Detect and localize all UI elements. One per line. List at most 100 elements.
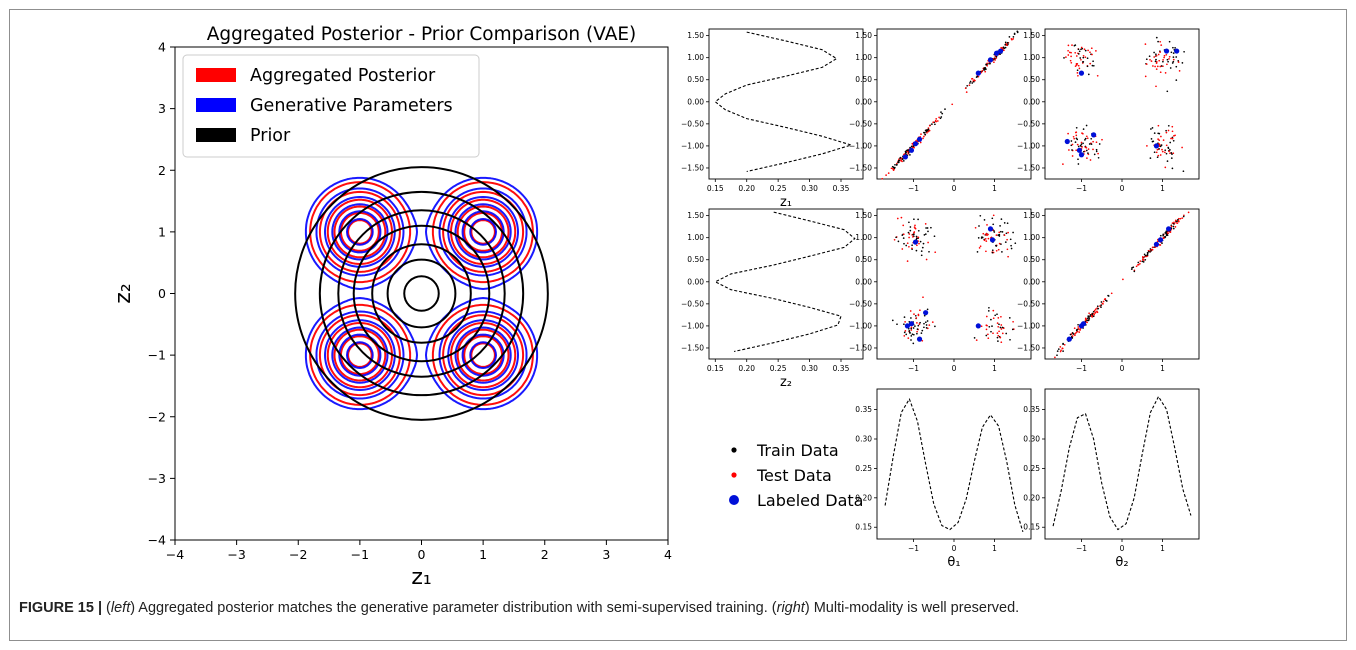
data-point [1104, 299, 1107, 302]
data-point [1062, 163, 1064, 165]
data-point [1070, 140, 1073, 142]
prior-contour-6 [294, 166, 549, 421]
posterior-contour-4 [339, 211, 504, 376]
labeled-point [912, 239, 919, 245]
data-point [919, 309, 921, 312]
data-point [1068, 149, 1070, 151]
y-tick-label: 1.00 [687, 53, 704, 62]
y-tick-label: 1.50 [855, 211, 872, 220]
data-point [1085, 149, 1088, 152]
data-point [998, 233, 1001, 236]
data-point [1174, 47, 1176, 49]
data-point [1153, 132, 1156, 134]
data-point [934, 325, 936, 328]
data-point [914, 325, 916, 327]
data-point [1074, 51, 1077, 54]
x-tick-label: 0.35 [833, 364, 850, 373]
panel-z2-vs-theta2: −1 0 1 −1.50 −1.00 −0.50 0.00 0.50 1.00 1.50 [1017, 208, 1200, 373]
data-point [900, 159, 902, 162]
data-point [1153, 151, 1156, 154]
data-point [1163, 56, 1165, 59]
generative-contour-1 [315, 187, 528, 400]
data-point [987, 337, 990, 340]
data-point [1097, 156, 1100, 159]
data-point [1081, 146, 1083, 148]
data-point [1146, 253, 1149, 255]
panel-x-label: θ₁ [947, 555, 960, 570]
y-tick-label: −1.00 [849, 141, 872, 150]
data-point [1078, 67, 1081, 70]
data-point [922, 242, 925, 245]
data-point [1003, 234, 1006, 236]
data-point [1177, 219, 1180, 222]
x-tick-label: 3 [602, 547, 610, 562]
data-point [1165, 144, 1168, 147]
y-tick-label: −1.00 [849, 321, 872, 330]
data-point [992, 332, 994, 335]
data-point [1162, 139, 1165, 141]
y-tick-label: 0.35 [855, 405, 872, 414]
data-point [1169, 231, 1172, 233]
chart-title: Aggregated Posterior - Prior Comparison … [207, 24, 637, 45]
data-point [1084, 56, 1087, 59]
data-point [1145, 58, 1148, 61]
data-point [1137, 263, 1140, 266]
data-point [910, 329, 913, 331]
data-point [926, 129, 928, 131]
data-point [925, 227, 927, 229]
data-point [1172, 46, 1174, 49]
data-point [984, 238, 987, 240]
x-tick-label: 1 [992, 544, 997, 553]
x-tick-label: −1 [1076, 184, 1087, 193]
data-point [1080, 143, 1083, 146]
data-point [984, 70, 987, 73]
data-point [914, 224, 916, 227]
data-point [896, 217, 899, 220]
x-tick-label: 1 [1160, 184, 1165, 193]
data-point [992, 309, 995, 312]
data-point [999, 230, 1002, 233]
data-point [1093, 153, 1096, 156]
data-point [1093, 309, 1096, 312]
data-point [919, 321, 921, 324]
data-point [1122, 278, 1124, 281]
data-point [1012, 231, 1014, 234]
panel-theta1-marginal: −1 0 1 0.15 0.20 0.25 0.30 0.35 θ₁ [855, 388, 1032, 570]
data-point [1172, 222, 1175, 225]
y-tick-label: 0.35 [1023, 405, 1040, 414]
y-tick-label: 1.50 [687, 31, 704, 40]
data-point [924, 133, 926, 136]
y-tick-label: −1.00 [1017, 141, 1040, 150]
generative-contour-4 [338, 210, 505, 377]
data-point [1155, 68, 1158, 70]
data-point [1092, 140, 1094, 143]
data-point [1082, 128, 1085, 130]
caption-right: right [776, 600, 805, 616]
data-point [914, 314, 917, 317]
data-point [924, 233, 927, 235]
x-tick-label: 0 [1120, 184, 1125, 193]
data-point [1165, 152, 1168, 155]
data-point [1090, 314, 1093, 317]
data-point [1172, 56, 1175, 58]
data-point [1182, 215, 1185, 218]
data-point [998, 231, 1001, 234]
data-point [1075, 126, 1078, 129]
data-point [1171, 167, 1174, 170]
data-point [1107, 294, 1109, 297]
data-point [1158, 148, 1160, 150]
data-point [1149, 58, 1151, 61]
data-point [903, 335, 906, 337]
data-point [909, 229, 912, 232]
y-tick-label: −1.50 [681, 163, 704, 172]
data-point [1071, 143, 1074, 146]
data-point [983, 69, 985, 71]
data-point [1164, 72, 1167, 74]
data-point [1176, 220, 1178, 223]
data-point [910, 317, 912, 319]
data-point [936, 120, 939, 122]
labeled-point [1078, 152, 1085, 158]
data-point [1000, 315, 1002, 318]
data-point [1155, 85, 1157, 88]
y-tick-label: 4 [158, 40, 166, 55]
